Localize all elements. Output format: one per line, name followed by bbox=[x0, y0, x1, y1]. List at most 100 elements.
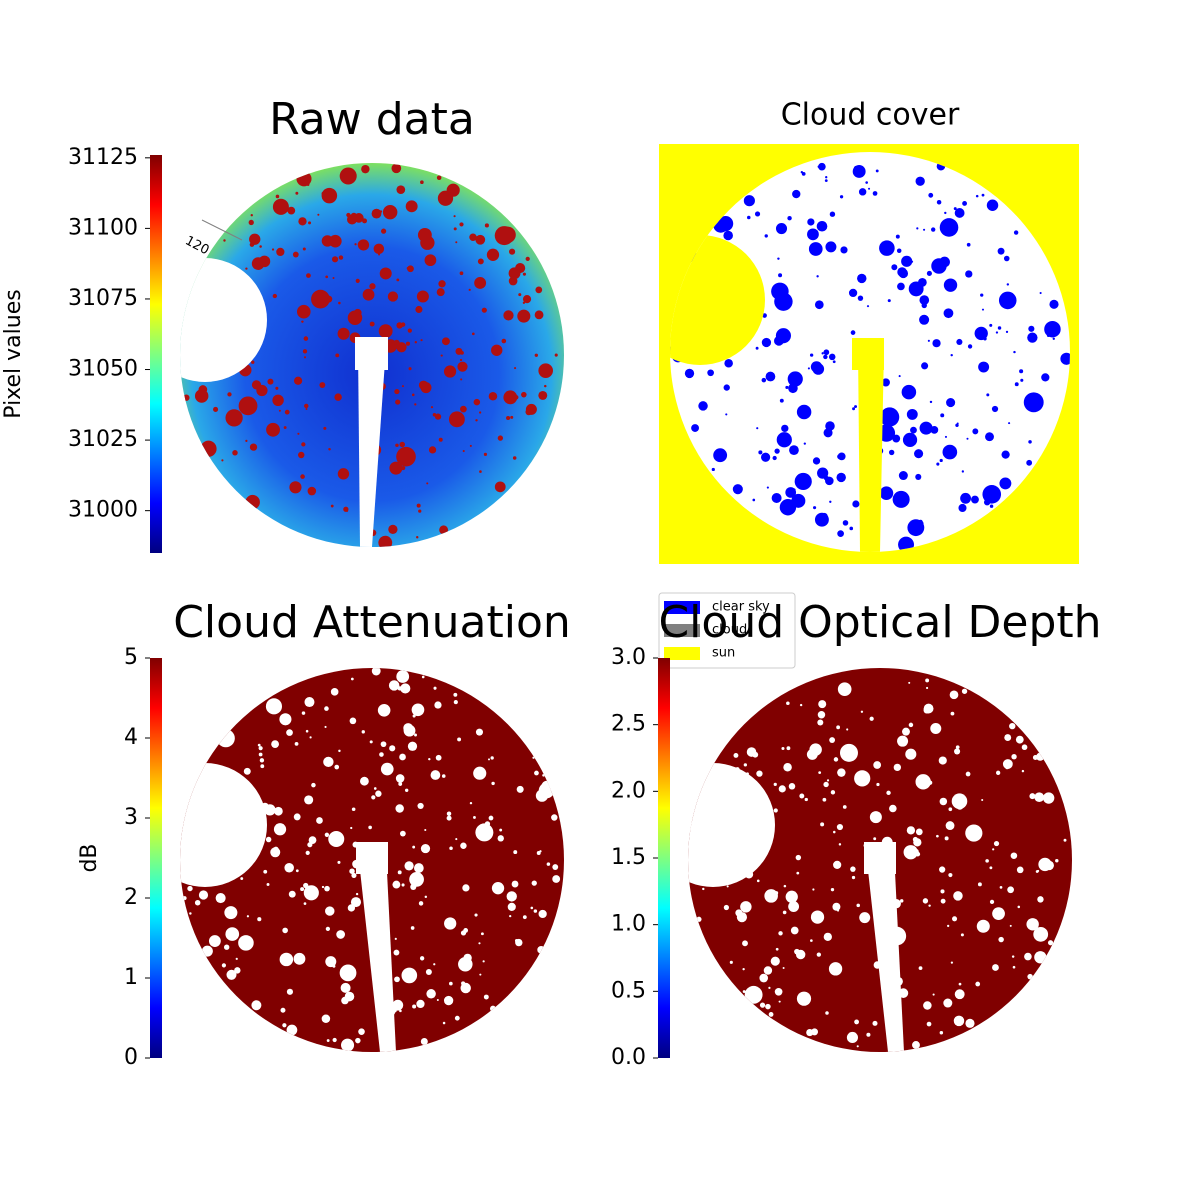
image-blob bbox=[308, 221, 312, 225]
image-blob bbox=[955, 423, 959, 427]
image-blob bbox=[993, 840, 1000, 847]
image-blob bbox=[473, 816, 476, 819]
image-blob bbox=[1042, 931, 1048, 937]
image-blob bbox=[453, 227, 457, 231]
image-blob bbox=[854, 770, 871, 787]
image-blob bbox=[369, 321, 375, 327]
image-blob bbox=[818, 700, 827, 709]
image-blob bbox=[289, 481, 302, 494]
image-blob bbox=[931, 227, 936, 232]
image-blob bbox=[832, 360, 836, 364]
image-blob bbox=[1035, 870, 1039, 873]
image-blob bbox=[460, 842, 467, 849]
image-blob bbox=[759, 973, 769, 983]
image-blob bbox=[301, 320, 304, 323]
image-blob bbox=[323, 756, 334, 768]
image-blob bbox=[927, 339, 930, 342]
image-blob bbox=[354, 243, 357, 246]
image-blob bbox=[756, 770, 763, 777]
image-blob bbox=[1009, 722, 1016, 730]
image-blob bbox=[538, 909, 547, 919]
image-blob bbox=[776, 432, 792, 448]
image-blob bbox=[1049, 324, 1055, 330]
image-blob bbox=[764, 234, 768, 238]
image-blob bbox=[232, 450, 238, 456]
image-blob bbox=[865, 181, 868, 184]
image-blob bbox=[455, 838, 458, 841]
image-blob bbox=[337, 327, 350, 340]
image-blob bbox=[234, 967, 241, 974]
image-blob bbox=[282, 927, 288, 934]
image-blob bbox=[782, 910, 787, 915]
image-blob bbox=[918, 519, 923, 524]
image-blob bbox=[756, 879, 760, 883]
image-blob bbox=[814, 512, 829, 527]
image-blob bbox=[992, 848, 995, 851]
image-blob bbox=[378, 324, 393, 339]
image-blob bbox=[396, 446, 416, 467]
image-blob bbox=[355, 892, 359, 896]
image-blob bbox=[823, 349, 830, 356]
image-blob bbox=[938, 756, 947, 765]
image-blob bbox=[249, 242, 255, 247]
image-blob bbox=[303, 882, 309, 889]
image-blob bbox=[332, 277, 335, 280]
image-blob bbox=[552, 875, 561, 883]
image-blob bbox=[742, 990, 746, 993]
image-blob bbox=[522, 272, 526, 276]
colorbar-tick-label: 31125 bbox=[68, 145, 138, 170]
image-blob bbox=[226, 969, 237, 980]
image-blob bbox=[417, 802, 424, 810]
image-blob bbox=[338, 301, 341, 305]
image-blob bbox=[420, 843, 431, 854]
image-blob bbox=[303, 336, 309, 341]
image-blob bbox=[469, 444, 472, 447]
image-blob bbox=[266, 422, 280, 437]
image-blob bbox=[183, 394, 190, 401]
image-blob bbox=[758, 450, 763, 455]
image-blob bbox=[487, 758, 491, 761]
image-blob bbox=[774, 448, 780, 454]
image-blob bbox=[906, 408, 918, 420]
image-blob bbox=[998, 936, 1004, 943]
image-blob bbox=[516, 785, 524, 793]
image-blob bbox=[375, 790, 382, 797]
image-blob bbox=[400, 683, 411, 694]
image-blob bbox=[358, 1028, 365, 1035]
image-blob bbox=[775, 328, 792, 344]
image-blob bbox=[830, 790, 836, 795]
image-blob bbox=[962, 498, 965, 502]
image bbox=[688, 668, 1072, 1052]
image-blob bbox=[538, 363, 553, 378]
image-blob bbox=[400, 322, 406, 327]
image-blob bbox=[744, 985, 763, 1004]
image-blob bbox=[1013, 350, 1016, 354]
image-blob bbox=[513, 850, 518, 855]
image-blob bbox=[817, 719, 824, 726]
image-blob bbox=[808, 242, 823, 256]
image-blob bbox=[1007, 886, 1014, 894]
image-blob bbox=[300, 474, 305, 479]
image-blob bbox=[406, 266, 410, 270]
image-blob bbox=[225, 927, 240, 941]
image-blob bbox=[200, 440, 217, 457]
colorbar-tick-label: 4 bbox=[124, 725, 138, 750]
image-blob bbox=[897, 282, 905, 291]
image-blob bbox=[398, 782, 403, 786]
image-blob bbox=[250, 214, 253, 217]
image-blob bbox=[258, 746, 263, 751]
image-blob bbox=[1010, 852, 1018, 859]
image-blob bbox=[336, 930, 345, 939]
image-blob bbox=[324, 832, 330, 837]
image-blob bbox=[807, 228, 819, 241]
image-blob bbox=[826, 779, 830, 782]
image-blob bbox=[380, 741, 387, 748]
image-blob bbox=[368, 825, 372, 830]
image-blob bbox=[509, 248, 516, 255]
image-blob bbox=[1033, 926, 1049, 942]
image-blob bbox=[702, 887, 705, 891]
image-blob bbox=[939, 458, 943, 463]
image-blob bbox=[840, 246, 848, 254]
image-blob bbox=[499, 828, 503, 832]
image-blob bbox=[974, 326, 988, 341]
